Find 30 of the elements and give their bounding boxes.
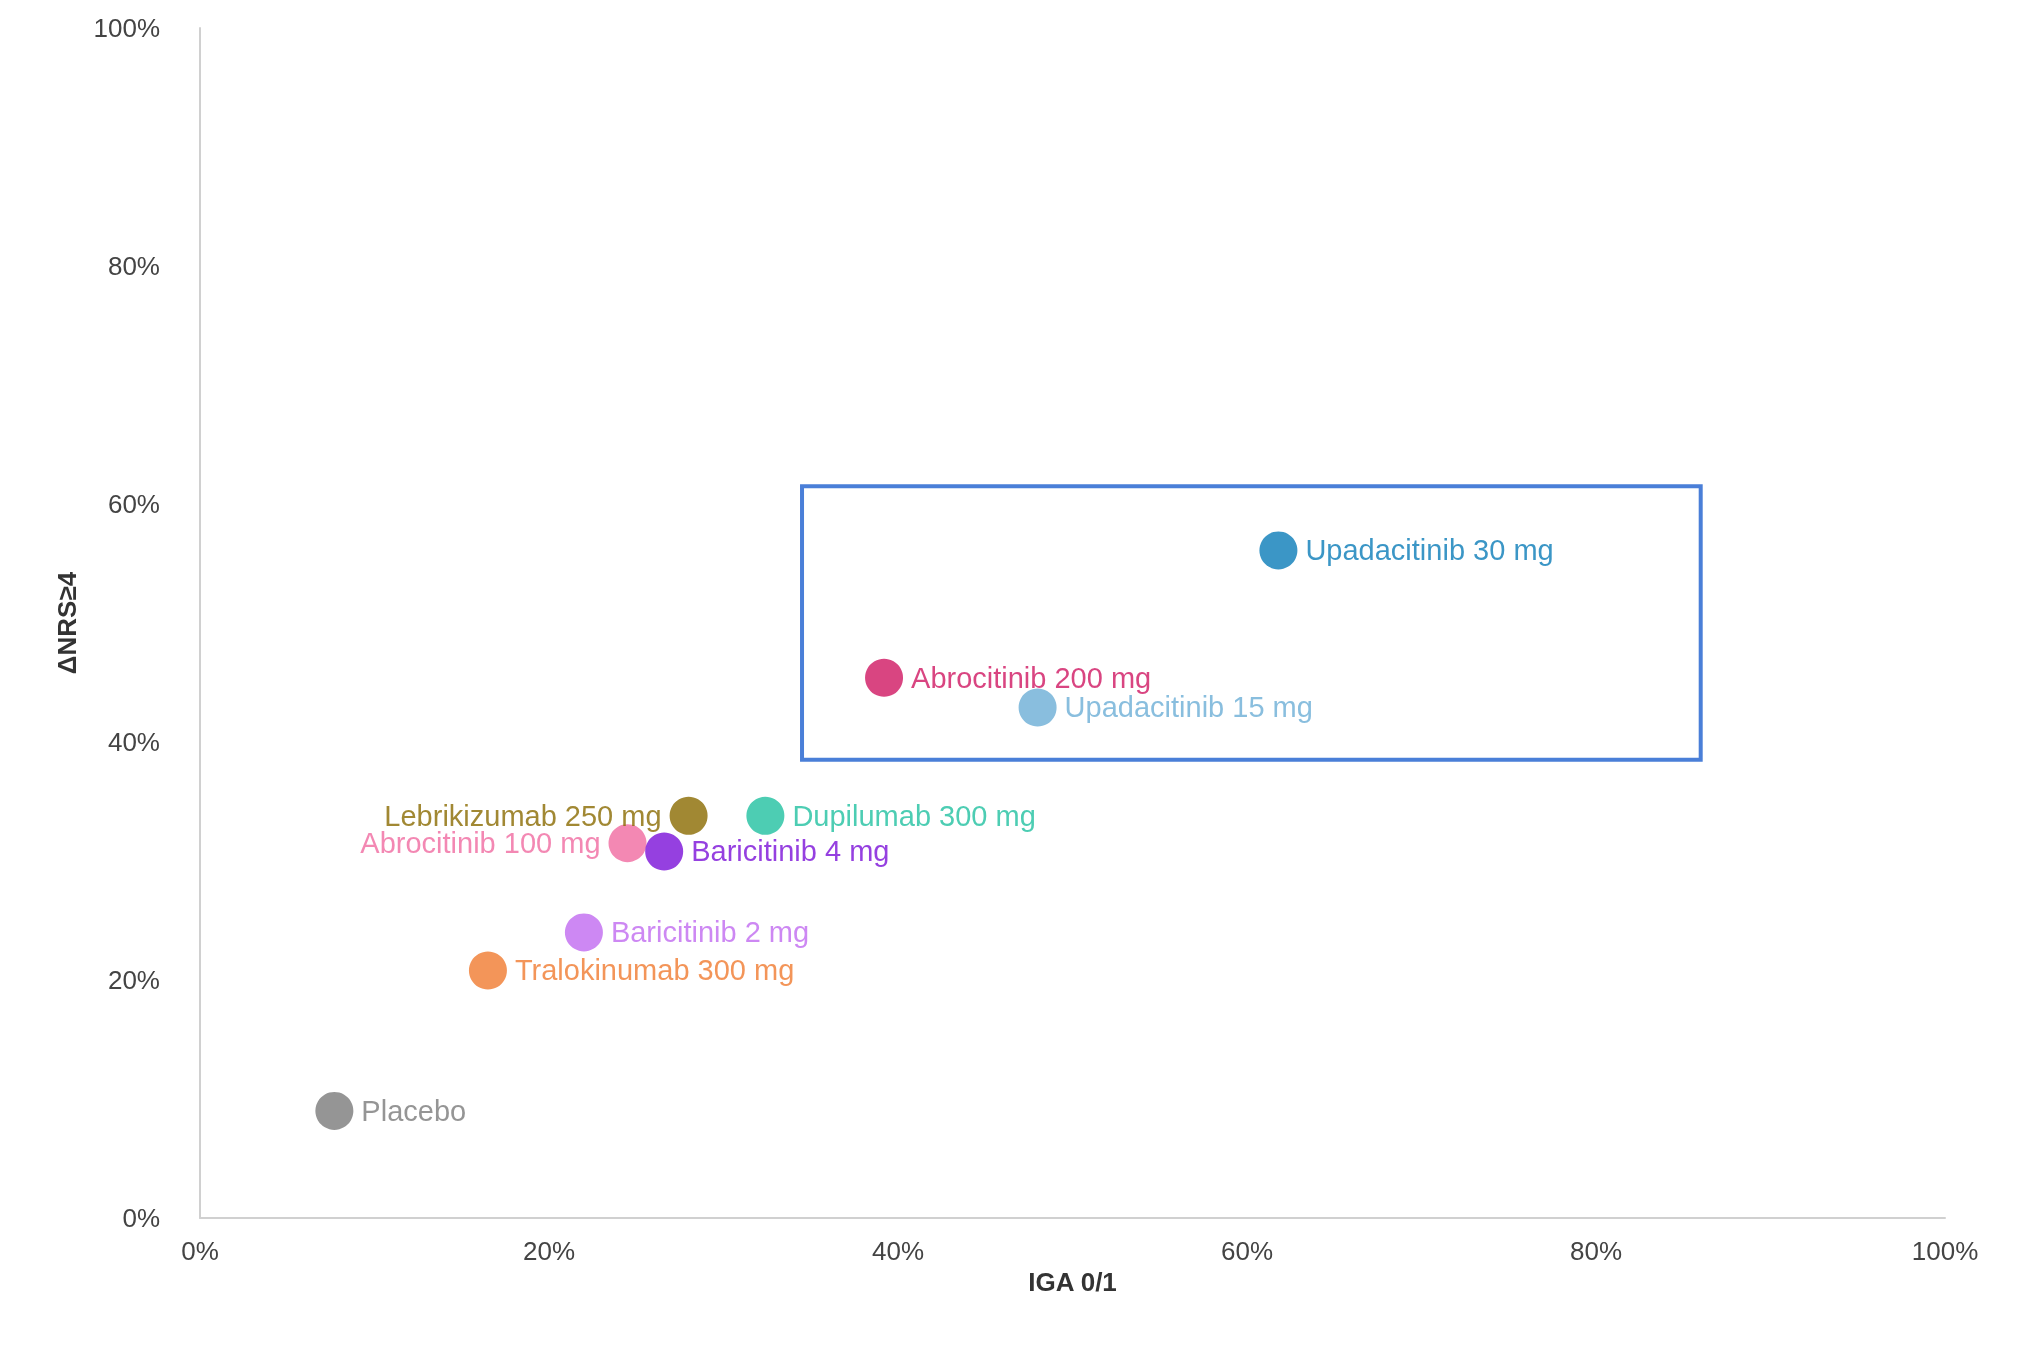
series-label: Baricitinib 2 mg	[610, 916, 810, 949]
y-axis-title: ΔNRS≥4	[52, 571, 82, 675]
point	[468, 951, 507, 990]
y-tick-label: 60%	[107, 489, 160, 519]
x-tick-label: 100%	[1911, 1236, 1979, 1266]
y-tick-label: 80%	[107, 251, 160, 281]
series-label: Baricitinib 4 mg	[691, 835, 890, 868]
x-tick-label: 0%	[181, 1236, 219, 1266]
point	[1259, 531, 1298, 570]
point	[645, 832, 684, 871]
series-label: Abrocitinib 200 mg	[911, 661, 1152, 694]
point	[1018, 688, 1057, 727]
series-label: Upadacitinib 30 mg	[1305, 534, 1554, 567]
point	[746, 796, 785, 835]
series-label: Tralokinumab 300 mg	[514, 954, 795, 987]
x-tick-label: 20%	[522, 1236, 576, 1266]
point	[865, 658, 904, 697]
series-label: Dupilumab 300 mg	[792, 799, 1036, 832]
point	[564, 913, 603, 952]
x-axis-title: IGA 0/1	[1028, 1266, 1117, 1297]
y-tick-label: 40%	[107, 727, 160, 757]
y-tick-label: 0%	[122, 1203, 160, 1233]
point	[315, 1091, 354, 1130]
y-tick-label: 20%	[107, 965, 160, 995]
point	[669, 796, 708, 835]
x-tick-label: 40%	[871, 1236, 925, 1266]
x-tick-label: 80%	[1569, 1236, 1623, 1266]
x-tick-label: 60%	[1220, 1236, 1274, 1266]
series-label: Placebo	[361, 1094, 467, 1127]
y-tick-label: 100%	[93, 13, 160, 43]
